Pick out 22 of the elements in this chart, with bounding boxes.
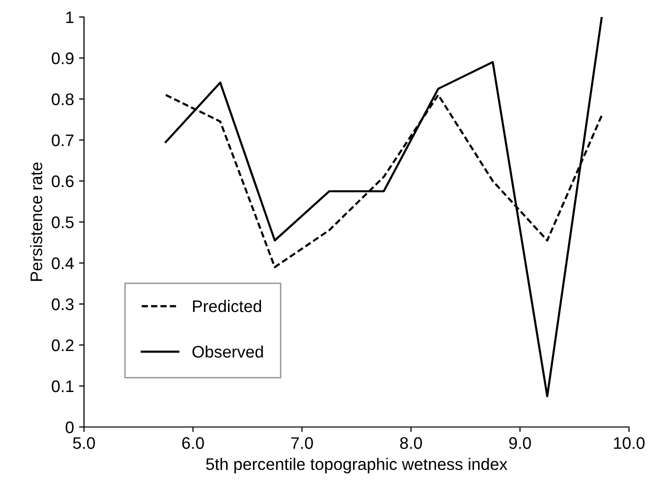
y-tick-label: 1 — [66, 12, 74, 24]
y-tick-label: 0.3 — [52, 298, 74, 310]
y-tick-label: 0.5 — [52, 216, 74, 228]
y-tick-label: 0 — [66, 421, 74, 434]
x-axis-title: 5th percentile topographic wetness index — [206, 458, 508, 474]
legend-label: Observed — [192, 345, 263, 358]
y-tick-label: 0.9 — [52, 52, 74, 64]
y-tick-label: 0.8 — [52, 93, 74, 106]
y-tick-label: 0.1 — [52, 380, 74, 392]
line-series — [164, 17, 603, 398]
x-tick-label: 6.0 — [182, 437, 204, 449]
y-tick-label: 0.4 — [52, 257, 74, 270]
x-tick-label: 7.0 — [291, 437, 313, 449]
y-tick-label: 0.2 — [52, 339, 74, 352]
x-tick-label: 10.0 — [614, 437, 645, 449]
x-tick-label: 5.0 — [73, 437, 95, 449]
legend-label: Predicted — [193, 300, 262, 312]
x-tick-label: 9.0 — [509, 437, 531, 449]
x-tick-label: 8.0 — [400, 437, 422, 449]
y-tick-label: 0.6 — [52, 175, 74, 188]
y-axis-title: Persistence rate — [30, 162, 42, 281]
y-tick-label: 0.7 — [52, 134, 74, 146]
